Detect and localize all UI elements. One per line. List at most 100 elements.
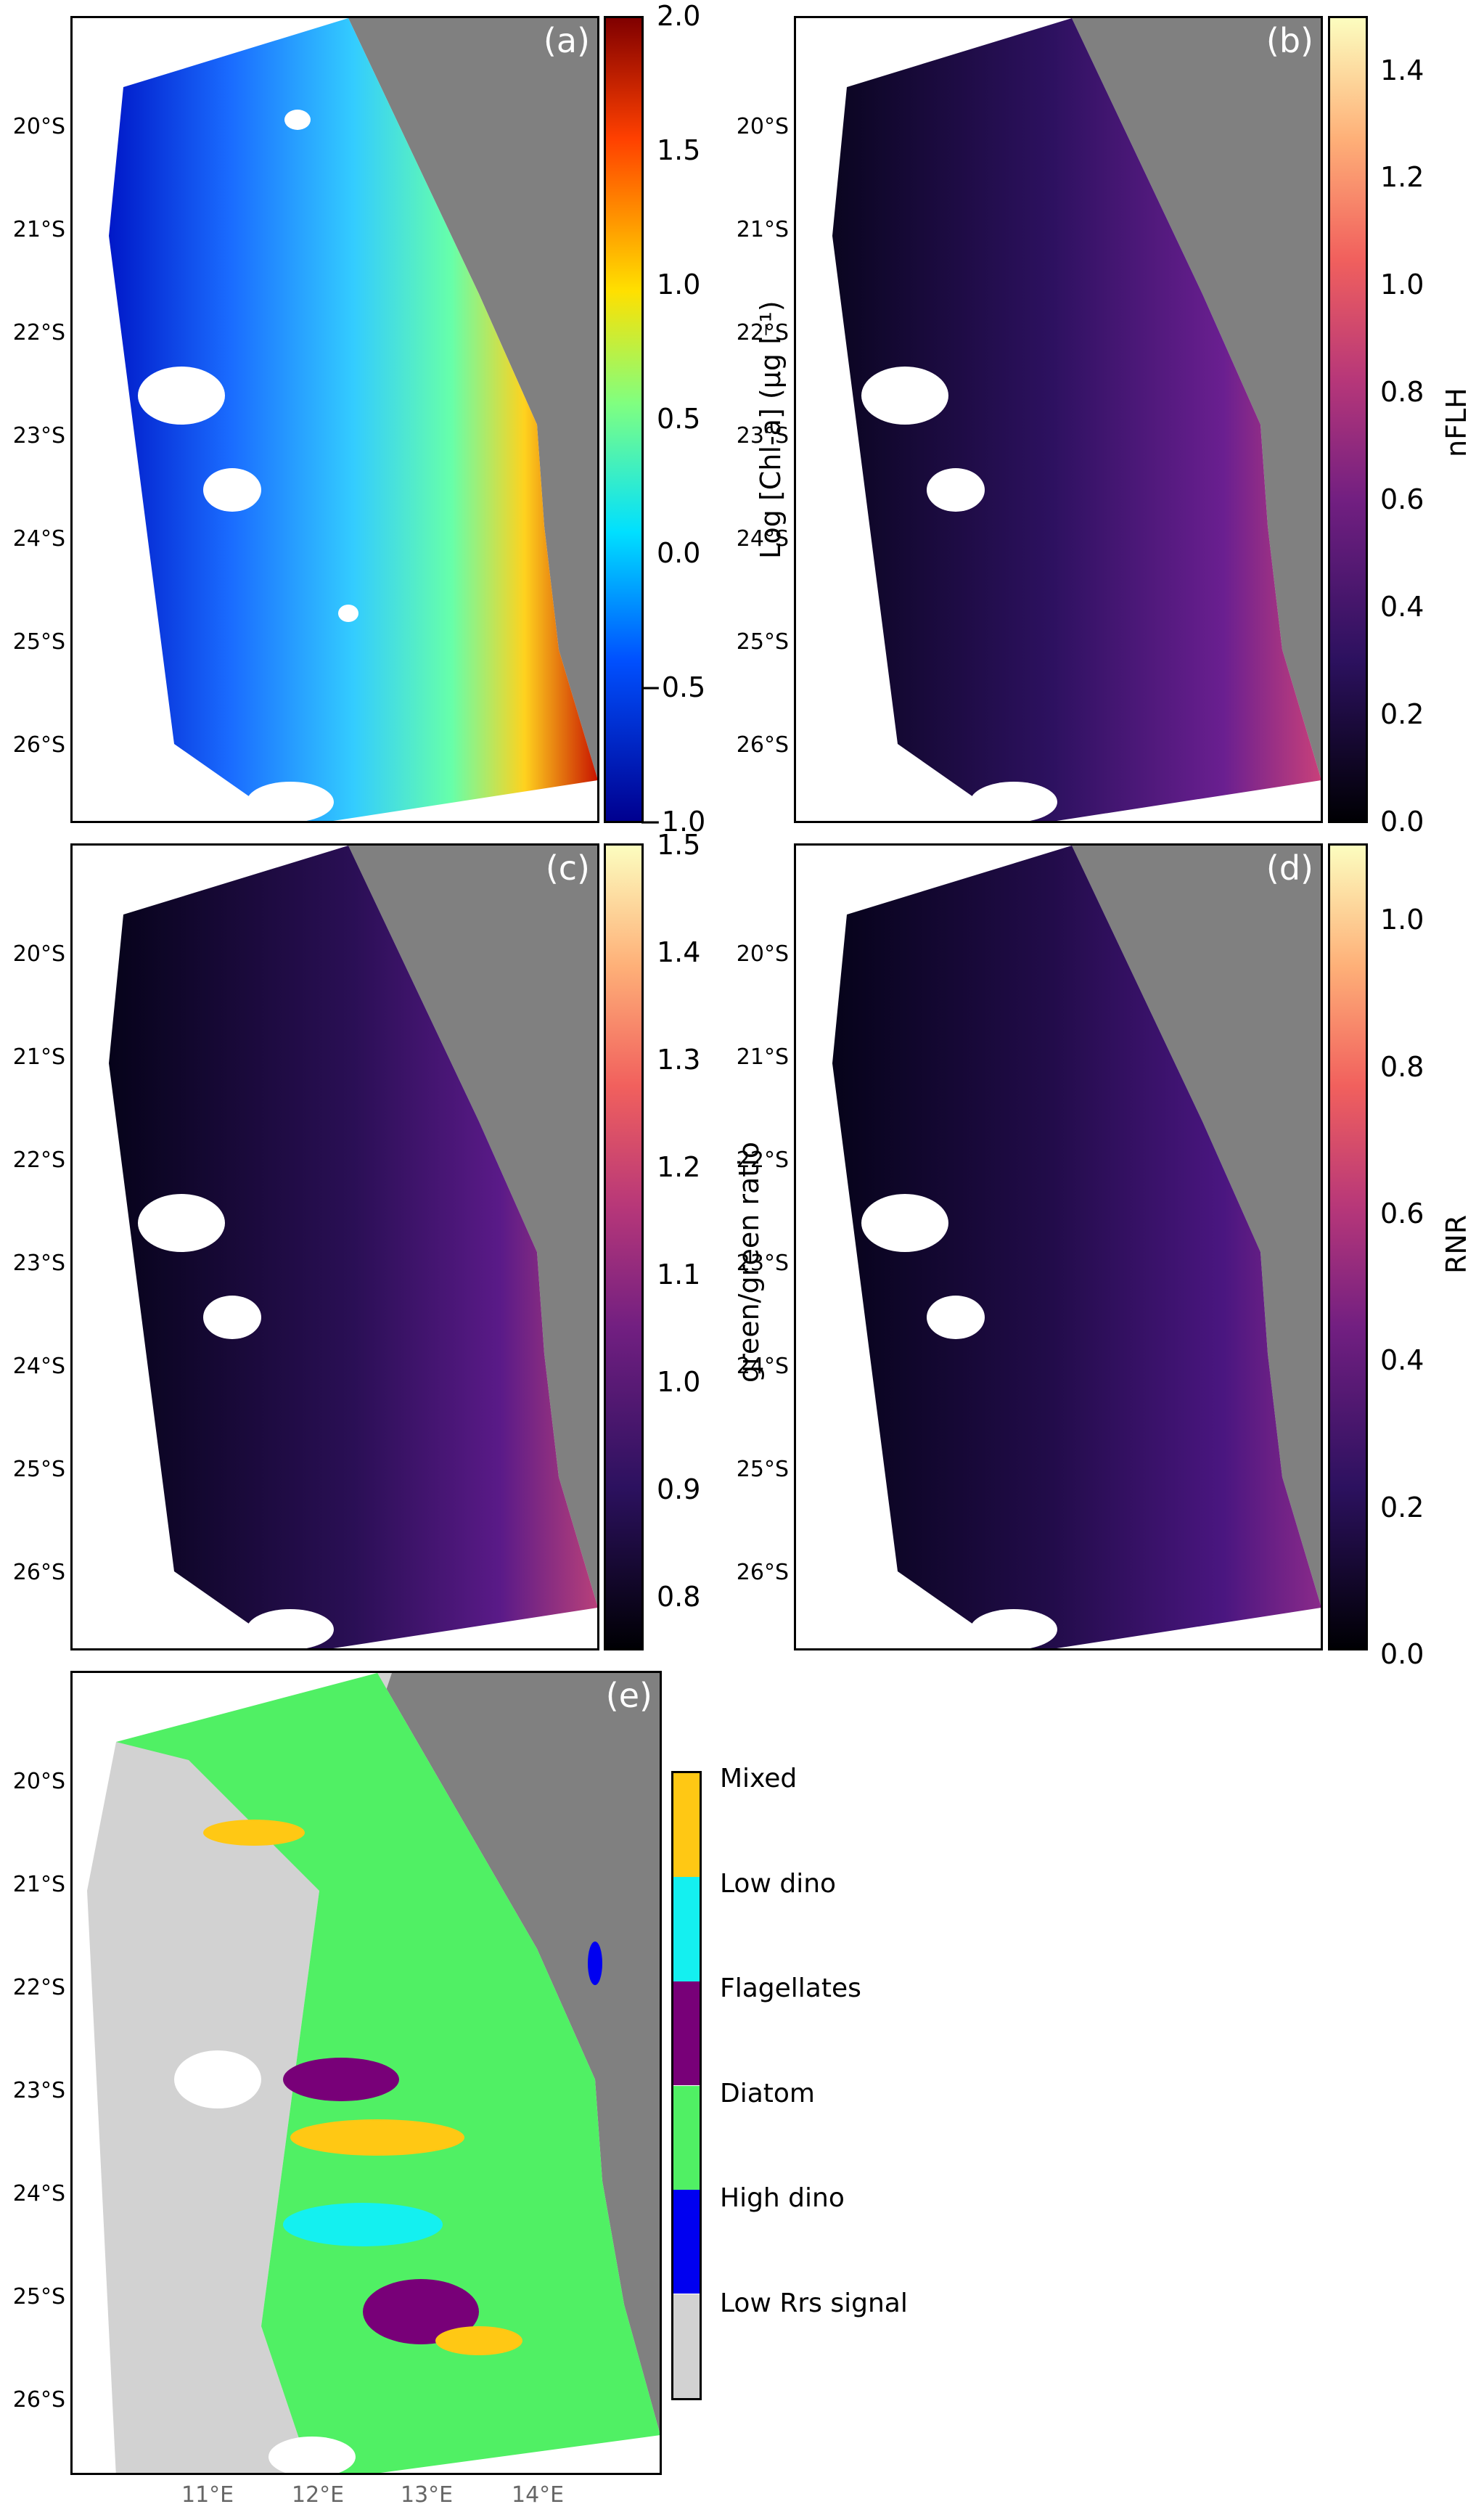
panel-label: (d) [1266,848,1313,888]
cloud-patch [203,1296,261,1339]
colorbar-tick: 1.3 [657,1044,701,1076]
land-area [1072,18,1321,778]
latitude-tick: 24°S [12,1354,65,1379]
high-dino-patch [588,1942,602,1985]
colorbar-tick: 1.5 [657,829,701,861]
land-area [348,18,597,778]
swath-area [109,846,597,1648]
map-panel-b: (b) [794,16,1323,823]
legend-swatch [673,2085,700,2190]
latitude-tick: 21°S [736,1044,789,1070]
colorbar-tick: 1.5 [657,134,701,166]
latitude-tick: 23°S [12,2078,65,2103]
colorbar-tick: −1.0 [639,806,706,838]
colorbar-tick: 0.0 [657,537,701,569]
mixed-patch [203,1820,305,1846]
mixed-patch [290,2119,464,2156]
cloud-patch [268,2437,356,2473]
colorbar-tick: 1.0 [1380,269,1424,300]
cloud-patch [861,1194,948,1252]
longitude-tick: 11°E [181,2482,234,2508]
latitude-tick: 20°S [12,941,65,967]
swath-area [109,18,597,821]
colorbar-c [604,843,644,1650]
legend-label: Flagellates [720,1973,861,2003]
latitude-tick: 23°S [12,423,65,449]
colorbar-tick: 2.0 [657,0,701,32]
map-panel-e: (e) [70,1671,662,2475]
legend-swatch [673,2189,700,2294]
cloud-patch [203,468,261,512]
colorbar-tick: 1.4 [657,936,701,968]
latitude-tick: 26°S [12,2387,65,2413]
latitude-tick: 25°S [12,2284,65,2310]
cloud-patch [927,468,985,512]
panel-label: (c) [545,848,590,888]
legend-label: High dino [720,2183,845,2213]
legend-swatch [673,1981,700,2086]
latitude-tick: 22°S [12,320,65,345]
class-legend-bar [671,1771,702,2400]
cloud-patch [970,782,1057,821]
land-area [1072,846,1321,1605]
colorbar-tick: 1.2 [1380,161,1424,193]
latitude-tick: 20°S [12,1769,65,1794]
colorbar-tick: 0.0 [1380,1638,1424,1670]
cloud-patch [927,1296,985,1339]
colorbar-tick: −0.5 [639,671,706,703]
land-area [348,846,597,1605]
latitude-tick: 24°S [12,2181,65,2206]
latitude-tick: 24°S [736,526,789,552]
latitude-tick: 25°S [12,1457,65,1482]
latitude-tick: 23°S [12,1251,65,1276]
colorbar-tick: 0.5 [657,403,701,435]
legend-label: Low dino [720,1868,837,1899]
latitude-tick: 22°S [736,1148,789,1173]
colorbar-tick: 0.8 [657,1581,701,1613]
cloud-patch [138,367,225,425]
legend-label: Low Rrs signal [720,2288,908,2318]
panel-label: (a) [543,21,590,60]
longitude-tick: 13°E [401,2482,454,2508]
land-area [377,1673,660,2433]
colorbar-tick: 0.9 [657,1473,701,1505]
colorbar-tick: 0.6 [1380,1198,1424,1230]
flagellates-patch [283,2058,399,2101]
cloud-patch [861,367,948,425]
latitude-tick: 25°S [12,629,65,655]
cloud-patch [138,1194,225,1252]
map-panel-c: (c) [70,843,599,1650]
cloud-patch [174,2050,261,2108]
latitude-tick: 24°S [12,526,65,552]
latitude-tick: 20°S [736,941,789,967]
colorbar-b [1328,16,1368,823]
legend-swatch [673,2294,700,2398]
map-panel-d: (d) [794,843,1323,1650]
latitude-tick: 23°S [736,1251,789,1276]
legend-label: Diatom [720,2078,815,2108]
latitude-tick: 23°S [736,423,789,449]
latitude-tick: 26°S [12,732,65,758]
longitude-tick: 14°E [512,2482,565,2508]
colorbar-tick: 1.2 [657,1151,701,1183]
colorbar-d [1328,843,1368,1650]
panel-label: (b) [1266,21,1313,60]
colorbar-tick: 1.0 [1380,904,1424,936]
legend-swatch [673,1773,700,1878]
nflh-map [832,18,1321,821]
colorbar-tick: 1.4 [1380,54,1424,86]
cloud-patch [338,605,358,622]
latitude-tick: 25°S [736,1457,789,1482]
rnr-map [832,846,1321,1648]
latitude-tick: 21°S [736,217,789,242]
flagellates-patch [363,2279,479,2344]
latitude-tick: 21°S [12,1044,65,1070]
cloud-patch [284,110,311,130]
latitude-tick: 20°S [12,114,65,139]
mixed-patch [435,2326,522,2355]
colorbar-a [604,16,644,823]
colorbar-tick: 0.8 [1380,1051,1424,1083]
latitude-tick: 21°S [12,1872,65,1897]
colorbar-tick: 0.2 [1380,1492,1424,1523]
cloud-patch [247,782,334,821]
